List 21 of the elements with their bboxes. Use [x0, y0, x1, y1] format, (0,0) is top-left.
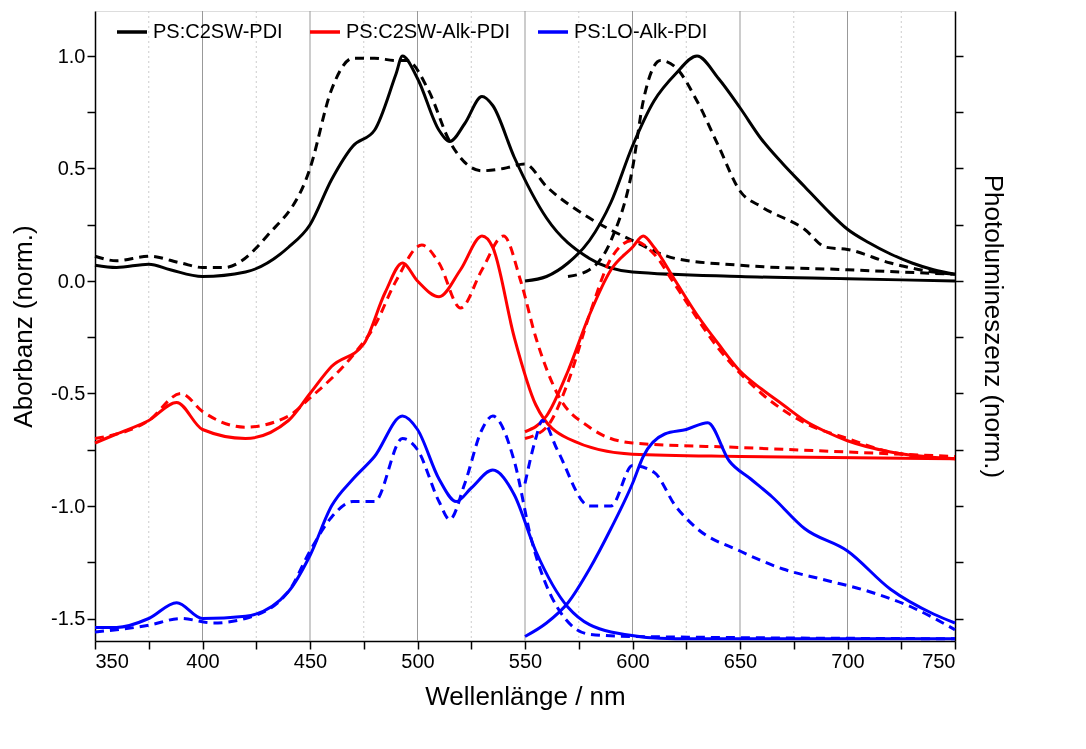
- x-axis-title: Wellenlänge / nm: [425, 680, 626, 711]
- y-tick-label: 0.5: [57, 157, 86, 179]
- x-tick-label: 400: [186, 649, 220, 672]
- x-tick-label: 650: [723, 649, 758, 672]
- x-tick-label: 450: [293, 649, 328, 672]
- x-tick-label: 350: [95, 649, 129, 672]
- y2-axis-title: Photolumineszenz (norm.): [978, 174, 1009, 479]
- y-tick-label: -1.0: [51, 494, 86, 517]
- x-tick-label: 550: [508, 649, 543, 672]
- legend-label: PS:LO-Alk-PDI: [574, 20, 708, 42]
- y-tick-label: -0.5: [51, 382, 86, 404]
- y-tick-label: 1.0: [57, 44, 86, 67]
- y-tick-label: -1.5: [51, 607, 86, 629]
- y-axis-title: Aborbanz (norm.): [8, 225, 39, 428]
- y-tick-label: 0.0: [57, 269, 86, 292]
- x-tick-label: 700: [831, 649, 865, 672]
- x-tick-label: 600: [616, 649, 650, 672]
- legend-label: PS:C2SW-PDI: [153, 20, 283, 42]
- x-tick-label: 750: [922, 649, 956, 672]
- x-tick-label: 500: [401, 649, 435, 672]
- legend-label: PS:C2SW-Alk-PDI: [346, 20, 511, 42]
